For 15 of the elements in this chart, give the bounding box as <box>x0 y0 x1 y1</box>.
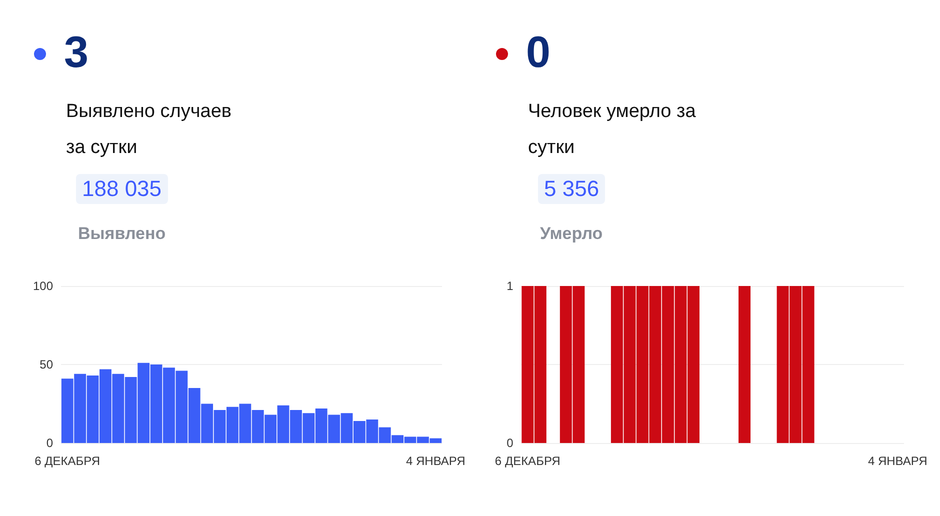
x-tick-label: 4 ЯНВАРЯ <box>868 454 928 468</box>
x-tick-label: 6 ДЕКАБРЯ <box>34 454 100 468</box>
chart-title: 3 <box>64 28 88 78</box>
y-tick-label: 0 <box>46 436 54 450</box>
chart-subtitle: Выявлено случаев за сутки <box>66 100 232 160</box>
text: Умерло <box>540 224 603 244</box>
text: Выявлено <box>78 224 166 244</box>
y-tick-label: 100 <box>32 279 54 293</box>
text: 188 035 <box>76 174 168 204</box>
text: 5 356 <box>538 174 606 204</box>
y-tick-label: 1 <box>506 279 514 293</box>
x-tick-label: 4 ЯНВАРЯ <box>406 454 466 468</box>
chart-subtitle: Человек умерло за сутки <box>528 100 697 160</box>
y-tick-label: 50 <box>40 358 54 372</box>
x-tick-label: 6 ДЕКАБРЯ <box>494 454 560 468</box>
